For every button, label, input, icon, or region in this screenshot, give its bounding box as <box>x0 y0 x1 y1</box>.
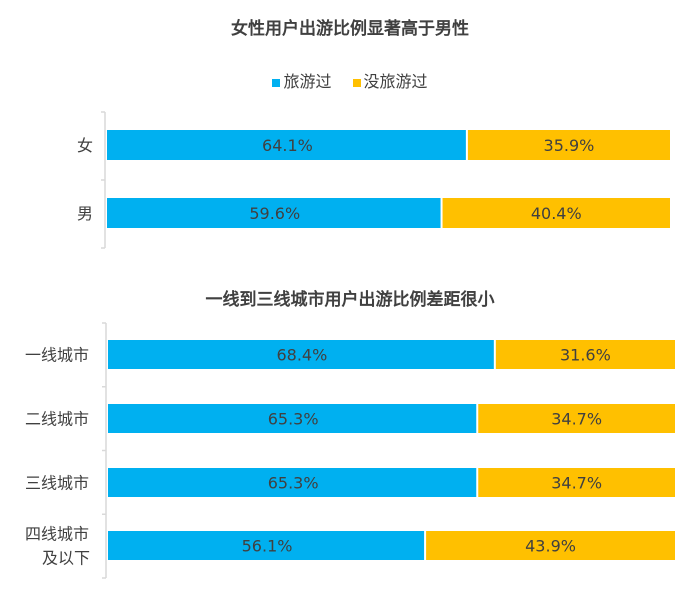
legend-label: 没旅游过 <box>363 72 428 91</box>
data-label: 40.4% <box>531 204 582 223</box>
bar-not-travelled <box>478 404 675 433</box>
category-label: 男 <box>77 204 93 223</box>
legend-swatch-icon <box>272 78 281 87</box>
bar-not-travelled <box>467 130 670 160</box>
data-label: 31.6% <box>560 346 611 365</box>
data-label: 34.7% <box>551 410 602 429</box>
data-label: 34.7% <box>551 474 602 493</box>
chart1-title: 女性用户出游比例显著高于男性 <box>231 19 469 39</box>
bar-not-travelled <box>495 340 675 369</box>
category-label: 四线城市 <box>25 525 89 544</box>
legend: 旅游过 没旅游过 <box>0 68 700 92</box>
legend-label: 旅游过 <box>283 72 332 91</box>
bar-travelled <box>107 198 441 228</box>
data-label: 64.1% <box>262 136 313 155</box>
bar-travelled <box>108 468 477 497</box>
legend-item-travelled: 旅游过 <box>272 72 331 91</box>
category-label: 及以下 <box>42 549 90 568</box>
category-label: 三线城市 <box>25 474 89 493</box>
data-label: 35.9% <box>544 136 595 155</box>
bar-not-travelled <box>478 468 675 497</box>
category-label: 女 <box>77 136 93 155</box>
bar-not-travelled <box>426 531 675 560</box>
legend-item-not-travelled: 没旅游过 <box>352 72 428 91</box>
data-label: 59.6% <box>249 204 300 223</box>
category-label: 一线城市 <box>25 346 89 365</box>
bar-not-travelled <box>442 198 670 228</box>
bar-travelled <box>107 130 466 160</box>
data-label: 65.3% <box>268 474 319 493</box>
legend-swatch-icon <box>352 78 361 87</box>
bar-travelled <box>108 404 477 433</box>
bar-travelled <box>108 531 425 560</box>
data-label: 56.1% <box>242 537 293 556</box>
data-label: 68.4% <box>276 346 327 365</box>
data-label: 65.3% <box>268 410 319 429</box>
category-label: 二线城市 <box>25 410 89 429</box>
bar-travelled <box>108 340 494 369</box>
chart2-title: 一线到三线城市用户出游比例差距很小 <box>205 290 495 310</box>
data-label: 43.9% <box>525 537 576 556</box>
